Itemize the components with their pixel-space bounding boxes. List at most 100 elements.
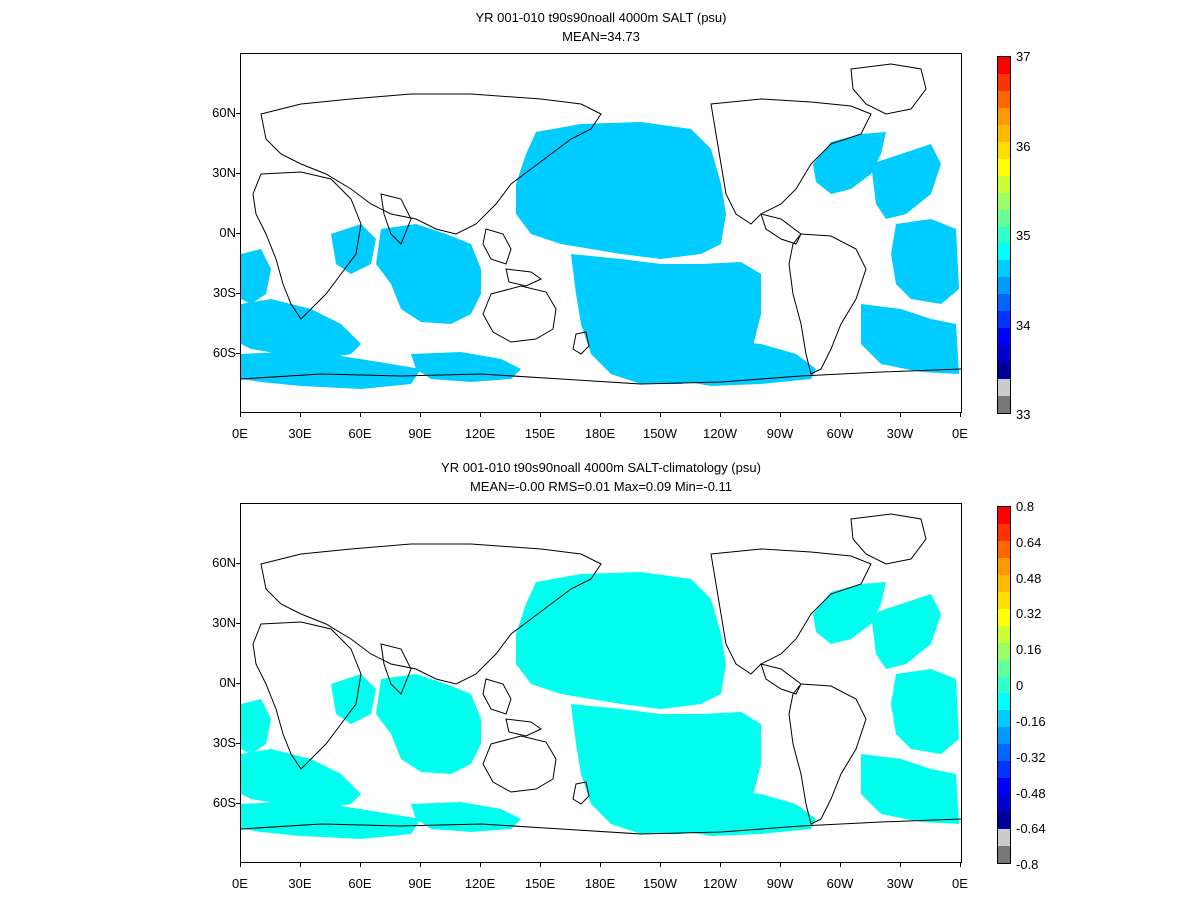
lat-tick xyxy=(236,233,240,234)
colorbar-segment xyxy=(998,829,1010,847)
lon-label: 120W xyxy=(703,876,737,891)
lon-label: 30W xyxy=(886,876,914,891)
colorbar-segment xyxy=(998,345,1010,363)
coastline xyxy=(482,678,512,715)
lon-label: 0E xyxy=(952,876,968,891)
colorbar-segment xyxy=(998,209,1010,227)
colorbar-segment xyxy=(998,557,1010,576)
coastline xyxy=(850,513,927,565)
ocean-field-patch xyxy=(376,674,481,774)
lon-label: 30E xyxy=(288,876,312,891)
colorbar-segment xyxy=(998,659,1010,677)
ocean-field-patch xyxy=(241,299,361,359)
lon-label: 0E xyxy=(952,426,968,441)
colorbar-segment xyxy=(998,294,1010,312)
ocean-salinity-field xyxy=(241,122,959,389)
colorbar-label: 34 xyxy=(1016,318,1031,333)
lon-label: 60W xyxy=(826,426,854,441)
lon-tick xyxy=(660,413,661,417)
coastline xyxy=(482,285,557,343)
lon-tick xyxy=(720,863,721,867)
lon-tick xyxy=(480,413,481,417)
lon-tick xyxy=(300,413,301,417)
colorbar-label: 0.8 xyxy=(1016,499,1035,514)
colorbar-segment xyxy=(998,710,1010,728)
coastline xyxy=(252,621,362,770)
coastline xyxy=(788,233,867,375)
lat-label-0n: 0N xyxy=(219,675,236,690)
colorbar-label: -0.16 xyxy=(1016,714,1046,729)
lon-tick xyxy=(780,413,781,417)
lat-tick xyxy=(236,803,240,804)
colorbar-segment xyxy=(998,311,1010,329)
lon-label: 150W xyxy=(643,876,677,891)
colorbar-segment xyxy=(998,625,1010,644)
ocean-field-patch xyxy=(241,699,271,754)
coastline xyxy=(710,98,872,225)
colorbar-segment xyxy=(998,277,1010,295)
colorbar-segment xyxy=(998,175,1010,194)
lon-label: 150E xyxy=(524,426,556,441)
colorbar-segment xyxy=(998,540,1010,559)
colorbar-segment xyxy=(998,507,1010,525)
ocean-field-patch xyxy=(331,224,376,274)
colorbar-label: -0.48 xyxy=(1016,786,1046,801)
map-title: YR 001-010 t90s90noall 4000m SALT-climat… xyxy=(441,460,761,475)
lon-label: 30W xyxy=(886,426,914,441)
colorbar-segment xyxy=(998,676,1010,694)
lat-tick xyxy=(236,623,240,624)
colorbar-label: 0.16 xyxy=(1016,642,1042,657)
lat-label-60s: 60S xyxy=(212,795,236,810)
lat-label-60n: 60N xyxy=(212,555,236,570)
coastline xyxy=(252,171,362,320)
coastline xyxy=(850,63,927,115)
lat-label-0n: 0N xyxy=(219,225,236,240)
colorbar-segment xyxy=(998,158,1010,177)
lon-tick xyxy=(600,863,601,867)
lon-tick xyxy=(420,863,421,867)
ocean-field-patch xyxy=(411,802,521,832)
coastline xyxy=(505,268,542,287)
colorbar-segment xyxy=(998,761,1010,779)
ocean-field-patch xyxy=(331,674,376,724)
world-map xyxy=(241,513,961,839)
colorbar-segment xyxy=(998,523,1010,542)
coastlines xyxy=(241,63,961,385)
ocean-field-patch xyxy=(241,352,421,389)
lat-tick xyxy=(236,173,240,174)
lat-tick xyxy=(236,563,240,564)
coastline xyxy=(572,781,590,805)
lon-tick xyxy=(720,413,721,417)
lon-tick xyxy=(900,863,901,867)
lon-label: 180E xyxy=(584,426,616,441)
colorbar-segment xyxy=(998,812,1010,830)
lon-label: 180E xyxy=(584,876,616,891)
lon-tick xyxy=(240,863,241,867)
salinity-anomaly-map-panel: YR 001-010 t90s90noall 4000m SALT-climat… xyxy=(0,450,1200,900)
lat-tick xyxy=(236,683,240,684)
ocean-field-patch xyxy=(871,144,941,219)
colorbar-segment xyxy=(998,574,1010,593)
colorbar-segment xyxy=(998,608,1010,627)
ocean-field-patch xyxy=(241,749,361,809)
lon-label: 120E xyxy=(464,876,496,891)
lat-label-60s: 60S xyxy=(212,345,236,360)
coastline xyxy=(482,735,557,793)
lon-tick xyxy=(540,863,541,867)
lon-label: 90E xyxy=(408,876,432,891)
colorbar-label: 35 xyxy=(1016,228,1031,243)
lon-tick xyxy=(360,863,361,867)
lon-tick xyxy=(840,413,841,417)
colorbar-segment xyxy=(998,73,1010,92)
lon-tick xyxy=(660,863,661,867)
lon-label: 60E xyxy=(348,876,372,891)
colorbar-segment xyxy=(998,328,1010,346)
lon-label: 60E xyxy=(348,426,372,441)
lon-label: 60W xyxy=(826,876,854,891)
coastline xyxy=(788,683,867,825)
colorbar-label: 0.48 xyxy=(1016,571,1042,586)
lon-label: 90W xyxy=(766,426,794,441)
colorbar-segment xyxy=(998,362,1010,380)
lat-tick xyxy=(236,293,240,294)
ocean-field-patch xyxy=(813,582,886,644)
